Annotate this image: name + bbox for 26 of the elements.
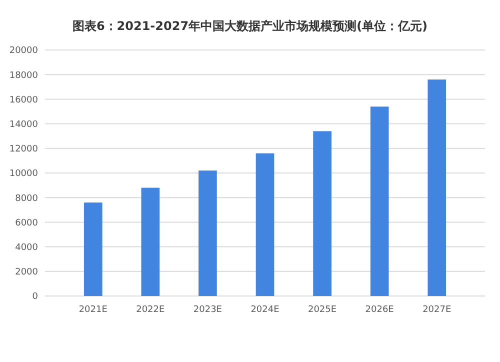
y-tick-label: 2000 xyxy=(15,268,38,278)
bar xyxy=(313,131,332,296)
x-tick-label: 2024E xyxy=(250,305,280,315)
x-tick-label: 2025E xyxy=(308,305,337,315)
bar xyxy=(428,80,446,296)
y-tick-label: 18000 xyxy=(9,70,38,81)
y-tick-label: 10000 xyxy=(9,169,38,180)
y-tick-label: 14000 xyxy=(9,120,38,130)
y-tick-label: 16000 xyxy=(9,95,38,106)
x-tick-label: 2026E xyxy=(365,305,394,315)
y-tick-label: 4000 xyxy=(15,242,38,253)
x-tick-label: 2023E xyxy=(193,305,222,315)
bar xyxy=(198,170,217,296)
y-tick-label: 6000 xyxy=(15,218,38,228)
bar xyxy=(256,153,274,296)
x-tick-label: 2027E xyxy=(422,305,452,315)
y-tick-label: 20000 xyxy=(9,46,38,56)
x-tick-label: 2022E xyxy=(136,305,166,315)
bar xyxy=(370,106,389,296)
y-tick-label: 0 xyxy=(32,292,38,302)
bar xyxy=(141,188,160,296)
chart-title: 图表6：2021-2027年中国大数据产业市场规模预测(单位：亿元) xyxy=(72,19,428,33)
y-tick-label: 8000 xyxy=(15,194,38,204)
x-tick-label: 2021E xyxy=(78,305,108,315)
bar xyxy=(84,202,102,296)
y-tick-label: 12000 xyxy=(9,144,38,155)
